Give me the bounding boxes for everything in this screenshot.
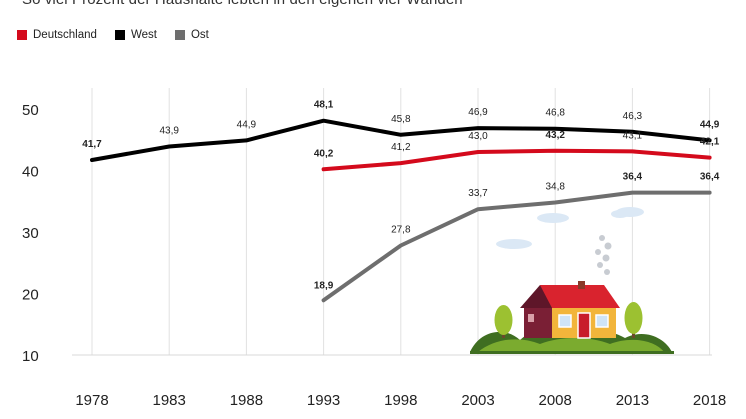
y-tick-label: 30 [22,225,39,242]
data-label-ost-2013: 36,4 [623,172,643,183]
side-window-icon [528,314,534,322]
data-label-west-2013: 46,3 [623,111,643,122]
x-tick-label: 1978 [75,392,108,409]
x-tick-label: 2013 [616,392,649,409]
y-tick-label: 40 [22,164,39,181]
chimney-icon [578,281,585,289]
data-label-deutschland-2018: 42,1 [700,137,720,148]
x-tick-label: 1988 [230,392,263,409]
data-label-deutschland-2008: 43,2 [545,130,565,141]
series-line-ost [321,190,712,303]
data-label-west-2003: 46,9 [468,107,488,118]
house-illustration [470,207,674,354]
legend-item-deutschland: Deutschland [17,29,97,41]
x-tick-label: 1993 [307,392,340,409]
data-label-deutschland-2013: 43,1 [623,130,643,141]
window-icon [558,314,572,328]
legend-swatch-west [114,30,125,40]
data-label-ost-2003: 33,7 [468,188,488,199]
x-tick-label: 1998 [384,392,417,409]
series-line-deutschland [321,148,712,172]
cloud-icon [611,210,629,218]
door-icon [577,312,591,339]
legend-label-deutschland: Deutschland [33,29,97,41]
hill-light [478,338,664,352]
data-label-west-1993: 48,1 [314,100,334,111]
data-label-deutschland-2003: 43,0 [468,131,488,142]
data-label-deutschland-1998: 41,2 [391,142,411,153]
cloud-icon [496,239,532,249]
y-axis-labels: 10 20 30 40 50 [22,102,39,365]
x-axis-labels: 1978 1983 1988 1993 1998 2003 2008 2013 2018 [75,392,726,409]
tree-icon [624,302,643,334]
chart-title: So viel Prozent der Haushalte lebten in … [22,0,463,8]
x-tick-label: 1983 [153,392,186,409]
house-side-roof [520,285,558,308]
y-tick-label: 50 [22,102,39,119]
legend: Deutschland West Ost [17,29,227,41]
data-label-west-1988: 44,9 [237,119,257,130]
y-tick-label: 20 [22,287,39,304]
legend-item-ost: Ost [174,29,209,41]
window-icon [595,314,609,328]
x-tick-label: 2008 [539,392,572,409]
series-lines [90,118,712,303]
y-tick-label: 10 [22,348,39,365]
data-label-west-1998: 45,8 [391,114,411,125]
x-tick-label: 2018 [693,392,726,409]
tree-icon [494,305,513,335]
data-label-west-2018: 44,9 [700,119,720,130]
legend-label-west: West [130,29,157,41]
data-label-ost-2008: 34,8 [545,181,565,192]
x-tick-label: 2003 [461,392,494,409]
data-label-west-1978: 41,7 [82,139,102,150]
series-line-west [90,118,712,162]
legend-swatch-deutschland [17,30,27,40]
ground-strip [470,351,674,354]
legend-item-west: West [114,29,157,41]
legend-label-ost: Ost [190,29,209,41]
data-label-west-1983: 43,9 [159,126,179,137]
data-labels: 40,2 41,2 43,0 43,2 43,1 42,1 41,7 43,9 44,9 48,1… [82,100,720,292]
data-label-ost-1998: 27,8 [391,225,411,236]
house-roof [540,285,620,308]
data-label-deutschland-1993: 40,2 [314,148,334,159]
data-label-ost-1993: 18,9 [314,280,334,291]
cloud-icon [537,213,569,223]
data-label-ost-2018: 36,4 [700,172,720,183]
data-label-west-2008: 46,8 [545,108,565,119]
smoke-icon [595,235,612,275]
legend-swatch-ost [174,30,185,40]
